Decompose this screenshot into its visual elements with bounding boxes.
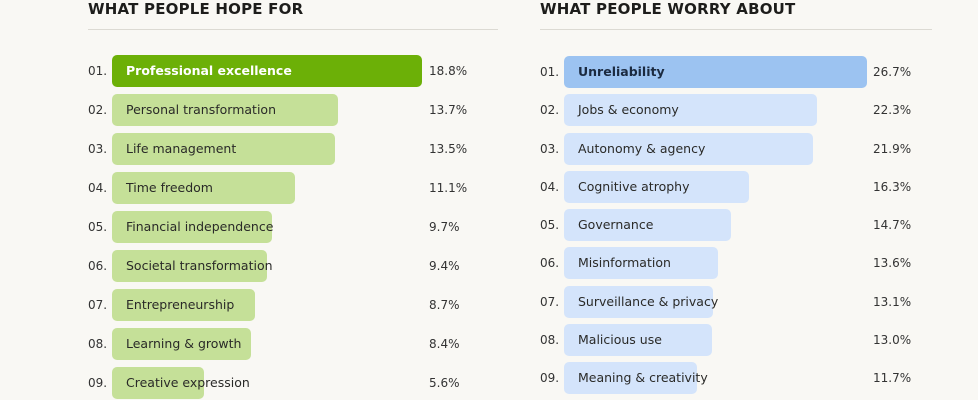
hopes-bar-row: 01. Professional excellence 18.8% — [88, 55, 498, 87]
hopes-bar-row: 08. Learning & growth 8.4% — [88, 328, 498, 360]
hopes-value-label: 9.4% — [429, 259, 460, 273]
worries-value-label: 13.1% — [873, 295, 912, 309]
hopes-bar-row: 04. Time freedom 11.1% — [88, 172, 498, 204]
worries-rank-label: 07. — [540, 295, 560, 309]
hopes-bar: Professional excellence — [112, 55, 422, 87]
worries-bar: Cognitive atrophy — [564, 171, 749, 203]
hopes-rank-label: 02. — [88, 103, 108, 117]
hopes-value-label: 13.7% — [429, 103, 468, 117]
worries-bar: Autonomy & agency — [564, 133, 813, 165]
worries-bar: Unreliability — [564, 56, 867, 88]
worries-bar: Malicious use — [564, 324, 712, 356]
worries-value-label: 26.7% — [873, 65, 912, 79]
worries-bar-row: 02. Jobs & economy 22.3% — [540, 94, 932, 126]
hopes-bar: Time freedom — [112, 172, 295, 204]
hopes-rank-label: 09. — [88, 376, 108, 390]
hopes-rank-label: 06. — [88, 259, 108, 273]
hopes-bar: Life management — [112, 133, 335, 165]
worries-value-label: 16.3% — [873, 180, 912, 194]
hopes-bar-row: 05. Financial independence 9.7% — [88, 211, 498, 243]
worries-bar-row: 08. Malicious use 13.0% — [540, 324, 932, 356]
hopes-rank-label: 01. — [88, 64, 108, 78]
hopes-bar: Entrepreneurship — [112, 289, 255, 321]
worries-rank-label: 05. — [540, 218, 560, 232]
worries-bar: Misinformation — [564, 247, 718, 279]
hopes-value-label: 11.1% — [429, 181, 468, 195]
worries-bar-row: 09. Meaning & creativity 11.7% — [540, 362, 932, 394]
hopes-value-label: 13.5% — [429, 142, 468, 156]
worries-bar-row: 06. Misinformation 13.6% — [540, 247, 932, 279]
worries-bar: Meaning & creativity — [564, 362, 708, 394]
worries-bar-row: 07. Surveillance & privacy 13.1% — [540, 286, 932, 318]
worries-value-label: 13.0% — [873, 333, 912, 347]
hopes-rank-label: 07. — [88, 298, 108, 312]
hopes-bar-row: 02. Personal transformation 13.7% — [88, 94, 498, 126]
worries-value-label: 13.6% — [873, 256, 912, 270]
hopes-value-label: 8.7% — [429, 298, 460, 312]
worries-bar: Surveillance & privacy — [564, 286, 718, 318]
hopes-chart-title: WHAT PEOPLE HOPE FOR — [88, 0, 304, 18]
worries-bar: Governance — [564, 209, 731, 241]
hopes-bar: Creative expression — [112, 367, 250, 399]
hopes-title-divider — [88, 29, 498, 30]
worries-rank-label: 06. — [540, 256, 560, 270]
hopes-value-label: 5.6% — [429, 376, 460, 390]
worries-title-divider — [540, 29, 932, 30]
hopes-rank-label: 03. — [88, 142, 108, 156]
worries-rank-label: 01. — [540, 65, 560, 79]
worries-bar: Jobs & economy — [564, 94, 817, 126]
worries-bar-row: 04. Cognitive atrophy 16.3% — [540, 171, 932, 203]
hopes-value-label: 18.8% — [429, 64, 468, 78]
worries-bar-row: 01. Unreliability 26.7% — [540, 56, 932, 88]
worries-bar-row: 05. Governance 14.7% — [540, 209, 932, 241]
hopes-bar: Learning & growth — [112, 328, 251, 360]
hopes-rank-label: 08. — [88, 337, 108, 351]
hopes-rank-label: 04. — [88, 181, 108, 195]
worries-rank-label: 08. — [540, 333, 560, 347]
worries-rank-label: 03. — [540, 142, 560, 156]
hopes-value-label: 9.7% — [429, 220, 460, 234]
hopes-bar-row: 06. Societal transformation 9.4% — [88, 250, 498, 282]
worries-rank-label: 02. — [540, 103, 560, 117]
worries-bar-row: 03. Autonomy & agency 21.9% — [540, 133, 932, 165]
hopes-bar: Societal transformation — [112, 250, 273, 282]
worries-rank-label: 09. — [540, 371, 560, 385]
hopes-value-label: 8.4% — [429, 337, 460, 351]
worries-chart-title: WHAT PEOPLE WORRY ABOUT — [540, 0, 796, 18]
hopes-bar: Financial independence — [112, 211, 273, 243]
hopes-bar-row: 07. Entrepreneurship 8.7% — [88, 289, 498, 321]
hopes-bar-row: 03. Life management 13.5% — [88, 133, 498, 165]
worries-rank-label: 04. — [540, 180, 560, 194]
worries-value-label: 22.3% — [873, 103, 912, 117]
worries-value-label: 21.9% — [873, 142, 912, 156]
hopes-bar: Personal transformation — [112, 94, 338, 126]
hopes-bar-row: 09. Creative expression 5.6% — [88, 367, 498, 399]
worries-value-label: 14.7% — [873, 218, 912, 232]
hopes-rank-label: 05. — [88, 220, 108, 234]
worries-value-label: 11.7% — [873, 371, 912, 385]
